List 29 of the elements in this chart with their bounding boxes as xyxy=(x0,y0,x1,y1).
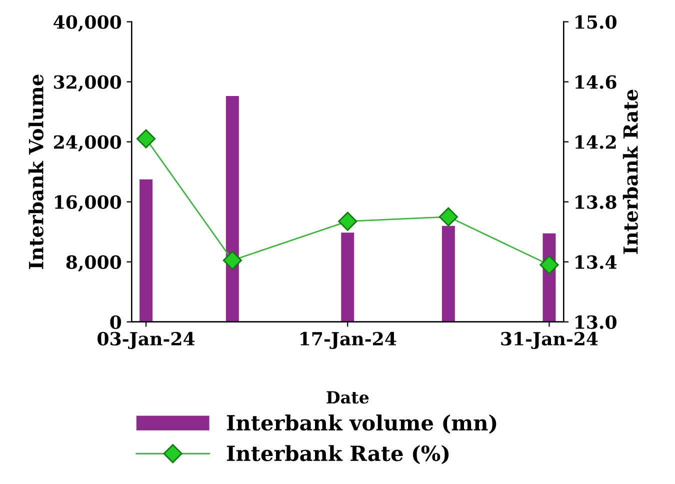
legend-label: Interbank volume (mn) xyxy=(226,414,496,434)
y2-tick-label: 14.6 xyxy=(576,75,616,89)
y2-tick-label: 13.8 xyxy=(576,195,616,209)
bar xyxy=(226,96,239,322)
y2-tick-label: 13.4 xyxy=(576,255,617,269)
point xyxy=(338,212,358,231)
point xyxy=(136,129,156,148)
x-axis-title: Date xyxy=(326,391,369,404)
y-tick-label: 8,000 xyxy=(66,255,122,272)
bar xyxy=(442,226,455,322)
y2-tick-label: 15.0 xyxy=(576,15,616,29)
bar xyxy=(341,232,354,322)
y-tick-label: 16,000 xyxy=(55,195,122,212)
x-tick-label: 03-Jan-24 xyxy=(98,332,195,350)
y2-axis-title: Interbank Rate xyxy=(622,90,638,254)
point xyxy=(222,250,242,270)
y-tick-label: 40,000 xyxy=(54,15,122,32)
x-tick-label: 31-Jan-24 xyxy=(501,332,598,350)
x-tick-label: 17-Jan-24 xyxy=(300,332,396,350)
y-tick-label: 0 xyxy=(110,315,122,329)
y-tick-label: 24,000 xyxy=(54,135,122,152)
bar xyxy=(140,179,153,322)
y-tick-label: 32,000 xyxy=(54,75,122,92)
point xyxy=(540,255,559,274)
point xyxy=(438,207,458,226)
y-axis-title: Interbank Volume xyxy=(28,74,44,269)
y2-tick-label: 14.2 xyxy=(576,135,616,149)
y2-tick-label: 13.0 xyxy=(576,315,616,329)
legend-label: Interbank Rate (%) xyxy=(226,445,449,464)
